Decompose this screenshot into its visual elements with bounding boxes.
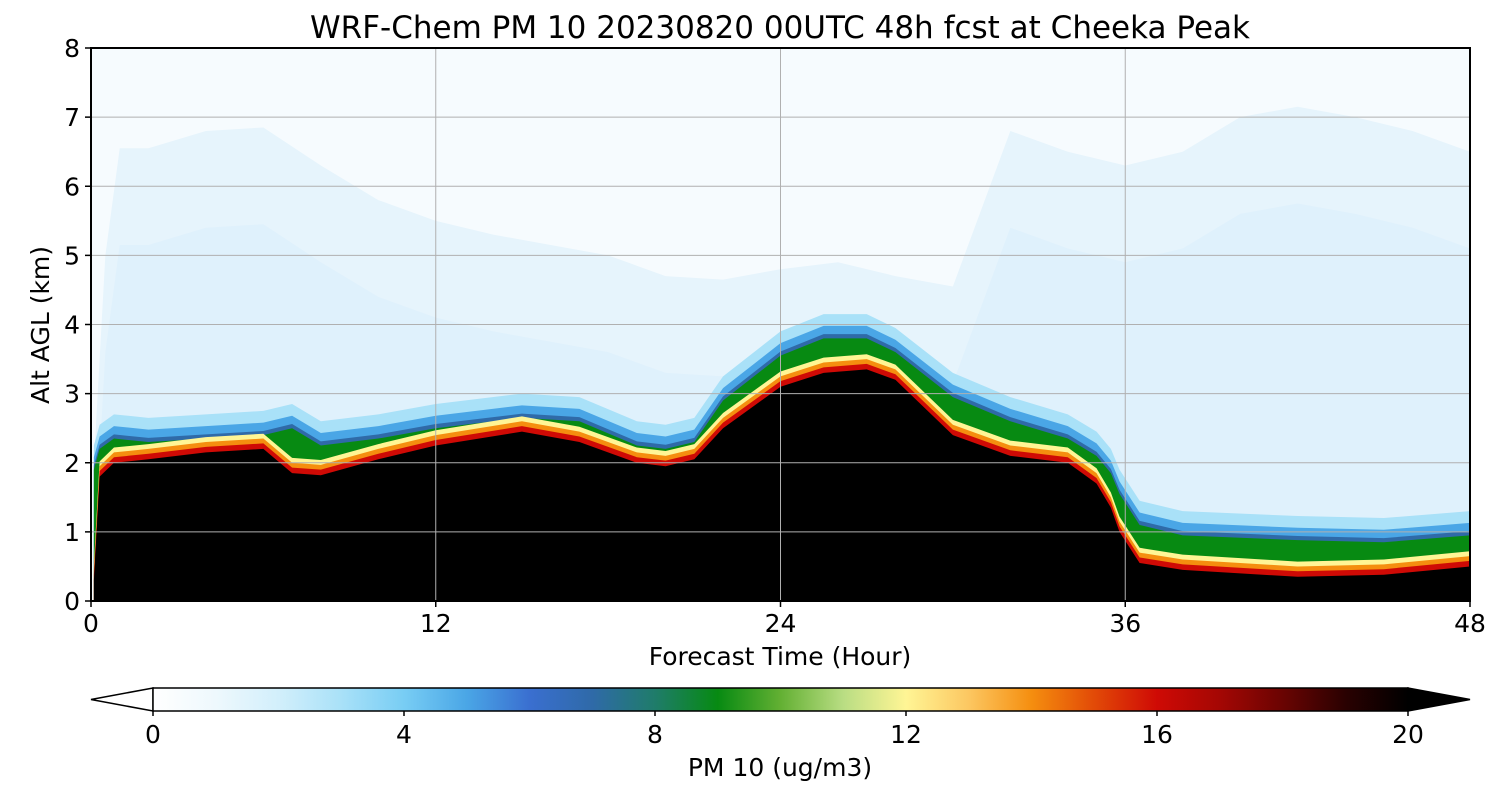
colorbar-tick-label: 16 bbox=[1141, 720, 1173, 749]
y-tick-label: 3 bbox=[64, 380, 80, 409]
colorbar-body bbox=[152, 687, 1409, 712]
y-tick-label: 6 bbox=[64, 172, 80, 201]
x-tick-label: 48 bbox=[1454, 609, 1486, 638]
x-tick-label: 0 bbox=[83, 609, 99, 638]
plume-core-region bbox=[93, 369, 1470, 601]
colorbar-ticks: 0 4 8 12 16 20 bbox=[145, 711, 1424, 749]
colorbar-extend-max bbox=[1407, 687, 1471, 712]
y-tick-label: 7 bbox=[64, 103, 80, 132]
y-tick-label: 0 bbox=[64, 587, 80, 616]
x-tick-label: 36 bbox=[1109, 609, 1141, 638]
colorbar-tick-label: 0 bbox=[145, 720, 161, 749]
x-axis: 0 12 24 36 48 bbox=[83, 601, 1486, 638]
y-tick-label: 4 bbox=[64, 311, 80, 340]
colorbar-tick-label: 8 bbox=[647, 720, 663, 749]
y-tick-label: 1 bbox=[64, 518, 80, 547]
colorbar-extend-min bbox=[90, 687, 154, 712]
y-tick-label: 8 bbox=[64, 34, 80, 63]
x-axis-label: Forecast Time (Hour) bbox=[649, 642, 912, 671]
plot-area bbox=[90, 47, 1471, 602]
x-tick-label: 12 bbox=[420, 609, 452, 638]
colorbar: 0 4 8 12 16 20 PM 10 (ug/m3) bbox=[90, 687, 1471, 782]
x-tick-label: 24 bbox=[765, 609, 797, 638]
y-tick-label: 2 bbox=[64, 449, 80, 478]
colorbar-tick-label: 20 bbox=[1392, 720, 1424, 749]
pm10-contour-fields bbox=[93, 106, 1470, 601]
colorbar-tick-label: 4 bbox=[396, 720, 412, 749]
grid-lines bbox=[90, 47, 1471, 602]
colorbar-tick-label: 12 bbox=[890, 720, 922, 749]
y-axis-label: Alt AGL (km) bbox=[26, 246, 55, 404]
y-tick-label: 5 bbox=[64, 241, 80, 270]
colorbar-label: PM 10 (ug/m3) bbox=[688, 753, 872, 782]
chart-title: WRF-Chem PM 10 20230820 00UTC 48h fcst a… bbox=[310, 10, 1250, 46]
y-axis: 0 1 2 3 4 5 6 7 8 bbox=[64, 34, 91, 616]
